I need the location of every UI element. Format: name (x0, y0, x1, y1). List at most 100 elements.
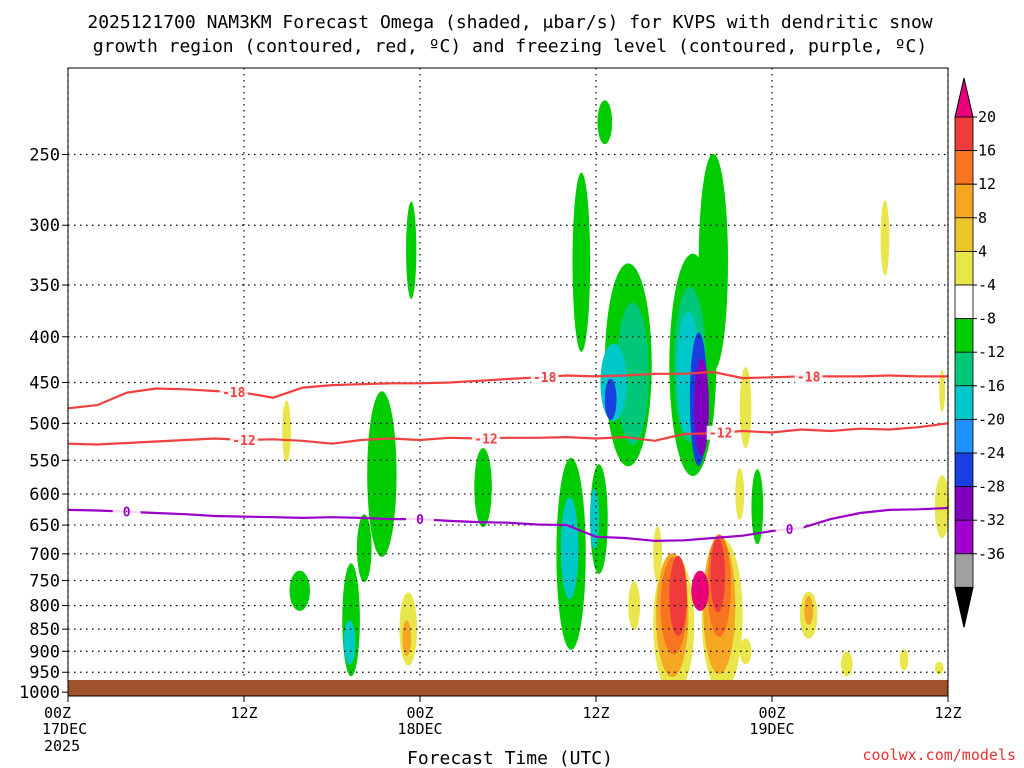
colorbar-segment (954, 351, 974, 387)
isotherm-contours: -18 -18 -18 -12 -12 -12 0 0 0 (67, 369, 949, 543)
x-tick-label: 12Z (934, 704, 961, 722)
isotherm-label-background (472, 431, 500, 446)
omega-area (560, 497, 579, 600)
omega-area (739, 366, 752, 449)
isotherm-label: 0 (416, 513, 424, 528)
omega-area (710, 538, 726, 613)
colorbar-segment (954, 486, 974, 521)
y-tick-label: 850 (29, 620, 60, 640)
omega-area (739, 638, 752, 665)
omega-area (289, 570, 310, 611)
plot-area: -18 -18 -18 -12 -12 -12 0 0 0 (67, 67, 950, 697)
colorbar-segment (954, 116, 974, 151)
omega-area (880, 200, 890, 276)
ground-terrain (68, 680, 948, 696)
colorbar-label: -4 (978, 276, 996, 294)
isotherm-line (67, 422, 949, 446)
colorbar-segment (954, 217, 974, 252)
x-tick-label: 00Z (44, 704, 71, 722)
y-tick-label: 650 (29, 516, 60, 536)
x-tick-date-label: 19DEC (749, 720, 794, 738)
colorbar-label: 8 (978, 209, 987, 227)
y-tick-label: 950 (29, 663, 60, 683)
omega-area (669, 555, 687, 636)
colorbar-segment (954, 150, 974, 185)
colorbar-label: -12 (978, 343, 1005, 361)
isotherm-label: -12 (709, 427, 732, 442)
colorbar-top-arrow (954, 77, 974, 118)
y-tick-label: 700 (29, 545, 60, 565)
omega-area (356, 514, 372, 583)
isotherm-label-background (112, 504, 141, 519)
x-tick-label: 00Z (406, 704, 433, 722)
x-tick-label: 12Z (230, 704, 257, 722)
omega-area (616, 302, 649, 446)
y-tick-label: 450 (29, 373, 60, 393)
omega-area (840, 651, 853, 677)
isotherm-label: 0 (786, 523, 794, 538)
omega-area (694, 358, 709, 457)
x-tick-date-label: 17DEC (42, 720, 87, 738)
omega-area (402, 620, 412, 656)
isotherm-label: 0 (123, 506, 131, 521)
y-tick-label: 250 (29, 146, 60, 166)
omega-area (406, 201, 417, 299)
y-tick-label: 750 (29, 572, 60, 592)
omega-area (572, 172, 591, 352)
colorbar-label: 12 (978, 175, 996, 193)
x-tick-date-label: 18DEC (397, 720, 442, 738)
omega-area (597, 100, 613, 145)
chart-title-line1: 2025121700 NAM3KM Forecast Omega (shaded… (87, 12, 932, 33)
x-tick-year-label: 2025 (44, 737, 80, 755)
omega-area (899, 649, 909, 671)
credit-text: coolwx.com/models (862, 746, 1016, 764)
y-tick-label: 550 (29, 451, 60, 471)
omega-area (282, 400, 291, 462)
isotherm-label: -18 (222, 386, 246, 401)
omega-area (939, 369, 946, 413)
omega-area (367, 391, 397, 558)
y-tick-label: 600 (29, 485, 60, 505)
colorbar-label: -8 (978, 310, 996, 328)
isotherm-label-background (775, 522, 804, 537)
isotherm-label-background (794, 369, 823, 384)
y-axis-pressure: 2503003504004505005506006507007508008509… (19, 146, 68, 703)
colorbar-segment (954, 284, 974, 319)
colorbar-segment (954, 519, 974, 555)
chart-title-line2: growth region (contoured, red, ºC) and f… (93, 36, 927, 57)
y-tick-label: 800 (29, 597, 60, 617)
isotherm-label-background (530, 369, 559, 384)
isotherm-label-background (219, 385, 248, 400)
omega-area (751, 469, 764, 545)
omega-area (343, 620, 356, 665)
colorbar-bottom-arrow (954, 586, 974, 628)
omega-area (934, 475, 950, 539)
omega-area (735, 468, 745, 520)
omega-shading (282, 100, 950, 695)
y-tick-label: 900 (29, 642, 60, 662)
colorbar-label: 20 (978, 108, 996, 126)
colorbar-segment (954, 452, 974, 487)
colorbar-label: 16 (978, 142, 996, 160)
isotherm-label: -12 (474, 432, 497, 447)
isotherm-label: -18 (797, 370, 821, 385)
y-tick-label: 400 (29, 328, 60, 348)
y-tick-label: 300 (29, 216, 60, 236)
colorbar-label: -36 (978, 545, 1005, 563)
colorbar-label: -16 (978, 377, 1005, 395)
colorbar-segment (954, 183, 974, 219)
isotherm-label-background (230, 433, 258, 448)
x-tick-label: 00Z (758, 704, 785, 722)
colorbar-label: 4 (978, 242, 987, 260)
isotherm-label-background (706, 425, 735, 440)
omega-area (804, 596, 814, 625)
isotherm-label-background (406, 512, 434, 527)
omega-area (604, 378, 617, 420)
colorbar-segment (954, 385, 974, 420)
colorbar-label: -28 (978, 478, 1005, 496)
colorbar-segment (954, 250, 974, 286)
omega-area (691, 570, 709, 611)
colorbar-segment (954, 418, 974, 454)
